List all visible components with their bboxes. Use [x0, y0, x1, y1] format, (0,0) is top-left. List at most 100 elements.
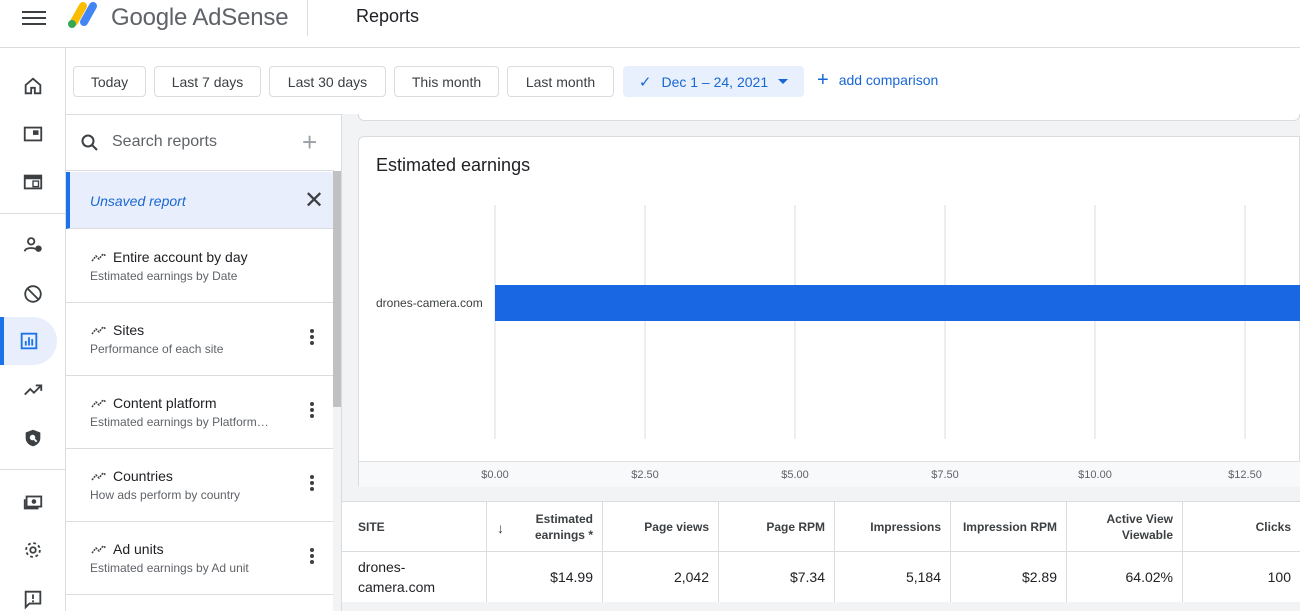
search-icon	[81, 134, 98, 151]
search-reports-input[interactable]	[112, 130, 292, 154]
chip-last-7-days[interactable]: Last 7 days	[154, 66, 261, 97]
report-title: Countries	[113, 468, 173, 484]
cell-estimated-earnings: $14.99	[487, 552, 603, 602]
report-title: Sites	[113, 322, 145, 338]
earnings-chart: $0.00 $2.50 $5.00 $7.50 $10.00 $12.50 drones-c…	[376, 205, 1300, 481]
column-header-clicks[interactable]: Clicks	[1183, 502, 1300, 552]
more-vert-icon[interactable]	[306, 548, 318, 568]
cell-impressions: 5,184	[835, 552, 951, 602]
reports-list-panel: + Unsaved report ✕ Entire account by day…	[66, 114, 342, 611]
column-header-impressions[interactable]: Impressions	[835, 502, 951, 552]
sparkline-icon	[91, 325, 107, 335]
report-subtitle: Estimated earnings by Date	[90, 269, 238, 283]
chart-card: $0.00 $2.50 $5.00 $7.50 $10.00 $12.50 drones-c…	[358, 136, 1300, 487]
report-item-ad-units[interactable]: Ad units Estimated earnings by Ad unit	[66, 522, 333, 595]
sparkline-icon	[91, 471, 107, 481]
chart-title: Estimated earnings	[376, 155, 531, 175]
nav-rail	[0, 48, 66, 611]
report-title: Ad units	[113, 541, 164, 557]
report-subtitle: Estimated earnings by Platform…	[90, 415, 269, 429]
more-vert-icon[interactable]	[306, 329, 318, 349]
trending-icon[interactable]	[0, 366, 66, 414]
check-icon: ✓	[638, 73, 652, 91]
x-tick-label: $2.50	[631, 469, 659, 481]
main-content: $0.00 $2.50 $5.00 $7.50 $10.00 $12.50 drones-c…	[342, 114, 1300, 611]
report-subtitle: Performance of each site	[90, 342, 224, 356]
account-icon[interactable]	[0, 221, 66, 269]
chip-last-30-days[interactable]: Last 30 days	[269, 66, 386, 97]
x-tick-label: $0.00	[481, 469, 509, 481]
payments-icon[interactable]	[0, 478, 66, 526]
column-header-impression-rpm[interactable]: Impression RPM	[951, 502, 1067, 552]
chip-this-month[interactable]: This month	[394, 66, 499, 97]
report-subtitle: Estimated earnings by Ad unit	[90, 561, 249, 575]
column-header-active-view-viewable[interactable]: Active View Viewable	[1067, 502, 1183, 552]
page-title: Reports	[356, 6, 420, 26]
more-vert-icon[interactable]	[306, 475, 318, 495]
column-header-estimated-earnings[interactable]: ↓ Estimated earnings *	[487, 502, 603, 552]
sparkline-icon	[91, 252, 107, 262]
report-item-entire-account[interactable]: Entire account by day Estimated earnings…	[66, 230, 333, 303]
cell-page-views: 2,042	[603, 552, 719, 602]
add-comparison-label: add comparison	[838, 72, 939, 88]
ads-icon[interactable]	[0, 110, 66, 158]
column-header-page-rpm[interactable]: Page RPM	[719, 502, 835, 552]
sort-descending-icon[interactable]: ↓	[497, 520, 504, 536]
date-range-picker[interactable]: ✓ Dec 1 – 24, 2021	[623, 66, 804, 97]
close-icon[interactable]: ✕	[304, 187, 325, 214]
scrollbar-thumb[interactable]	[333, 171, 341, 407]
cell-page-rpm: $7.34	[719, 552, 835, 602]
report-subtitle: How ads perform by country	[90, 488, 241, 502]
report-item-countries[interactable]: Countries How ads perform by country	[66, 449, 333, 522]
report-item-content-platform[interactable]: Content platform Estimated earnings by P…	[66, 376, 333, 449]
summary-card-edge	[358, 114, 1300, 121]
policy-icon[interactable]	[0, 414, 66, 462]
sparkline-icon	[91, 544, 107, 554]
x-tick-label: $7.50	[931, 469, 959, 481]
settings-icon[interactable]	[0, 526, 66, 574]
menu-icon[interactable]	[22, 8, 46, 28]
chip-today[interactable]: Today	[73, 66, 146, 97]
column-header-page-views[interactable]: Page views	[603, 502, 719, 552]
bar-drones-camera-com[interactable]	[495, 285, 1300, 321]
report-title: Content platform	[113, 395, 217, 411]
x-tick-label: $5.00	[781, 469, 809, 481]
rail-divider	[0, 469, 66, 470]
new-report-plus-icon[interactable]: +	[302, 127, 318, 157]
sparkline-icon	[91, 398, 107, 408]
cell-active-view-viewable: 64.02%	[1067, 552, 1183, 602]
brand-name: Google AdSense	[111, 4, 289, 31]
rail-divider	[0, 213, 66, 214]
search-bar: +	[66, 115, 334, 171]
reports-icon[interactable]	[0, 317, 57, 365]
plus-icon: +	[817, 69, 829, 91]
report-table: SITE ↓ Estimated earnings * Page views P…	[342, 501, 1300, 611]
category-label: drones-camera.com	[376, 296, 483, 310]
x-axis-band	[359, 461, 1300, 487]
column-header-site[interactable]: SITE	[342, 502, 487, 552]
add-comparison-link[interactable]: + add comparison	[817, 69, 939, 91]
sites-icon[interactable]	[0, 158, 66, 206]
x-tick-label: $12.50	[1228, 469, 1262, 481]
date-range-label: Dec 1 – 24, 2021	[661, 73, 769, 90]
date-filter-bar: Today Last 7 days Last 30 days This mont…	[66, 48, 1300, 114]
table-footer-band	[342, 602, 1300, 611]
report-item-sites[interactable]: Sites Performance of each site	[66, 303, 333, 376]
block-icon[interactable]	[0, 270, 66, 318]
brand-divider	[307, 0, 308, 36]
adsense-logo-icon	[68, 2, 97, 28]
x-tick-label: $10.00	[1078, 469, 1112, 481]
chip-last-month[interactable]: Last month	[507, 66, 614, 97]
unsaved-report-item[interactable]: Unsaved report ✕	[66, 172, 333, 229]
feedback-icon[interactable]	[0, 575, 66, 611]
cell-site[interactable]: drones-camera.com	[342, 552, 487, 602]
more-vert-icon[interactable]	[306, 402, 318, 422]
cell-impression-rpm: $2.89	[951, 552, 1067, 602]
report-title: Entire account by day	[113, 249, 248, 265]
unsaved-report-label: Unsaved report	[90, 193, 186, 209]
cell-clicks: 100	[1267, 569, 1291, 585]
dropdown-arrow-icon	[778, 79, 789, 84]
column-header-label: Estimated earnings *	[534, 511, 593, 542]
home-icon[interactable]	[0, 62, 66, 110]
top-bar: Google AdSense Reports	[0, 0, 1300, 48]
